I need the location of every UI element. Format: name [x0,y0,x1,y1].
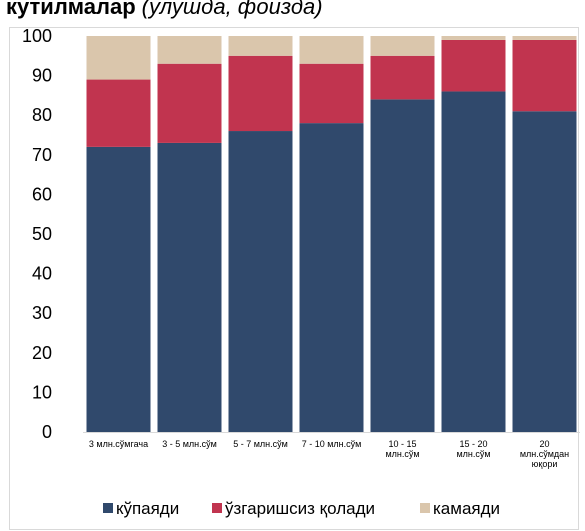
bar-segment [512,36,577,40]
bar-segment [441,91,506,432]
y-tick-label: 100 [22,26,52,46]
x-tick-label: млн.сўмдан [520,449,569,459]
bar-segment [512,39,577,112]
bar-segment [86,36,151,80]
x-tick-label: 3 млн.сўмгача [89,439,148,449]
y-tick-label: 60 [32,184,52,204]
bar-segment [441,36,506,40]
x-tick-label: млн.сўм [385,449,419,459]
y-tick-label: 10 [32,382,52,402]
x-tick-label: 5 - 7 млн.сўм [233,439,288,449]
bar-segment [86,146,151,432]
y-tick-label: 40 [32,264,52,284]
bar-segment [157,142,222,433]
chart-title: кутилмалар (улушда, фоизда) [6,0,323,19]
x-tick-label: млн.сўм [456,449,490,459]
y-tick-label: 80 [32,105,52,125]
x-tick-label: 10 - 15 [388,439,416,449]
legend-swatch [420,503,430,513]
legend-label: ўзгаришсиз қолади [225,499,375,518]
legend-swatch [103,503,113,513]
bar-segment [370,55,435,100]
y-tick-label: 70 [32,145,52,165]
x-tick-label: 3 - 5 млн.сўм [162,439,217,449]
legend-label: кўпаяди [116,499,179,518]
y-tick-label: 30 [32,303,52,323]
bar-segment [157,63,222,143]
legend-label: камаяди [433,499,500,518]
bar-segment [228,36,293,56]
x-tick-label: юқори [532,459,558,469]
x-tick-label: 7 - 10 млн.сўм [302,439,362,449]
bar-segment [157,36,222,64]
y-tick-label: 50 [32,224,52,244]
bar-segment [228,55,293,132]
y-tick-label: 90 [32,66,52,86]
bar-segment [299,36,364,64]
bar-segment [512,111,577,433]
bar-segment [86,79,151,147]
y-tick-label: 20 [32,343,52,363]
chart-frame [9,27,579,530]
bar-segment [228,131,293,433]
bar-segment [299,123,364,433]
title-sub: (улушда, фоизда) [142,0,323,19]
bar-segment [441,39,506,92]
x-tick-label: 20 [539,439,549,449]
title-main: кутилмалар [6,0,136,19]
bar-segment [370,99,435,433]
y-tick-label: 0 [42,422,52,442]
bar-segment [299,63,364,124]
bar-segment [370,36,435,56]
x-tick-label: 15 - 20 [459,439,487,449]
legend-swatch [212,503,222,513]
